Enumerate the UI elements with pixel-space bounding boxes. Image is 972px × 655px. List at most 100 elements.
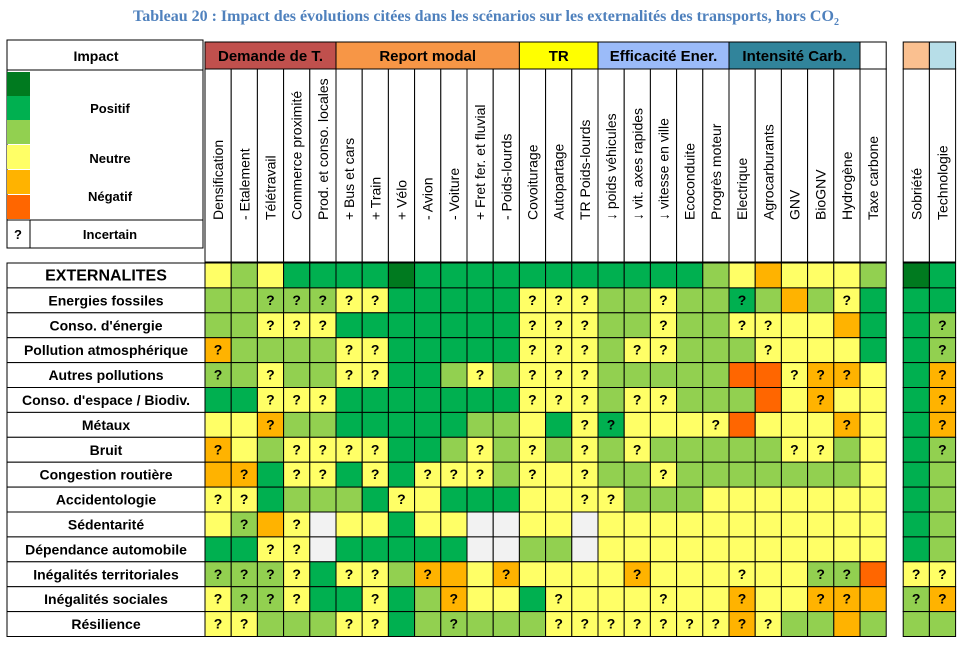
- uncertain-mark: ?: [528, 441, 537, 457]
- impact-cell: [518, 486, 547, 513]
- impact-cell: [902, 486, 930, 513]
- impact-cell: [492, 586, 520, 613]
- uncertain-mark: ?: [319, 292, 328, 308]
- row-label: Inégalités territoriales: [33, 566, 179, 582]
- impact-cell: [335, 411, 363, 438]
- impact-cell: [728, 536, 756, 563]
- group-header-label: Demande de T.: [218, 48, 323, 65]
- impact-cell: [387, 312, 416, 339]
- uncertain-mark: ?: [240, 566, 249, 582]
- uncertain-mark: ?: [266, 317, 275, 333]
- impact-cell: [859, 362, 887, 389]
- impact-cell: [204, 461, 232, 488]
- column-header-cell: [361, 68, 389, 263]
- impact-cell: [256, 486, 285, 513]
- uncertain-mark: ?: [266, 566, 275, 582]
- impact-cell: [492, 486, 520, 513]
- impact-cell: [545, 312, 573, 339]
- impact-cell: [702, 436, 730, 463]
- impact-cell: [780, 536, 809, 563]
- impact-cell: [728, 436, 756, 463]
- impact-cell: [440, 262, 468, 289]
- group-header-label: Efficacité Ener.: [610, 48, 718, 65]
- uncertain-mark: ?: [712, 416, 721, 432]
- impact-cell: [492, 262, 520, 289]
- group-header-band: [928, 41, 957, 70]
- uncertain-mark: ?: [790, 441, 799, 457]
- impact-cell: [335, 312, 363, 339]
- impact-cell: [466, 411, 494, 438]
- impact-cell: [230, 486, 258, 513]
- uncertain-mark: ?: [938, 367, 947, 383]
- impact-cell: [833, 486, 861, 513]
- impact-cell: [928, 387, 957, 413]
- impact-cell: [204, 337, 232, 364]
- uncertain-mark: ?: [240, 616, 249, 632]
- impact-cell: [780, 287, 809, 314]
- impact-cell: [754, 486, 782, 513]
- impact-cell: [387, 586, 416, 613]
- uncertain-mark: ?: [843, 566, 852, 582]
- impact-cell: [230, 287, 258, 314]
- row-label-cell: [6, 511, 206, 538]
- column-header-cell: [571, 68, 599, 263]
- uncertain-mark: ?: [476, 367, 485, 383]
- impact-cell: [597, 337, 625, 364]
- row-label-cell: [6, 411, 206, 438]
- uncertain-mark: ?: [266, 367, 275, 383]
- impact-cell: [807, 262, 835, 289]
- uncertain-mark: ?: [843, 416, 852, 432]
- uncertain-mark: ?: [738, 591, 747, 607]
- impact-cell: [859, 287, 887, 314]
- impact-cell: [440, 411, 468, 438]
- impact-cell: [466, 287, 494, 314]
- impact-cell: [387, 436, 416, 463]
- impact-cell: [571, 411, 599, 438]
- impact-cell: [754, 461, 782, 488]
- impact-cell: [623, 511, 651, 538]
- column-header-label: BioGNV: [813, 169, 829, 220]
- impact-cell: [387, 511, 416, 538]
- uncertain-mark: ?: [633, 616, 642, 632]
- impact-cell: [676, 411, 704, 438]
- impact-cell: [807, 536, 835, 563]
- row-label: Résilience: [71, 616, 140, 632]
- column-header-label: Technologie: [935, 145, 951, 220]
- impact-cell: [728, 362, 756, 389]
- row-label: Energies fossiles: [48, 292, 163, 308]
- impact-cell: [518, 586, 547, 613]
- impact-cell: [309, 362, 337, 389]
- impact-cell: [256, 287, 285, 314]
- uncertain-mark: ?: [554, 292, 563, 308]
- uncertain-mark: ?: [240, 516, 249, 532]
- impact-cell: [518, 337, 547, 364]
- uncertain-mark: ?: [659, 466, 668, 482]
- impact-cell: [859, 312, 887, 339]
- column-header-label: + Fret fer. et fluvial: [472, 104, 488, 220]
- impact-cell: [902, 287, 930, 314]
- impact-cell: [833, 511, 861, 538]
- impact-cell: [230, 461, 258, 488]
- uncertain-mark: ?: [292, 566, 301, 582]
- impact-cell: [780, 436, 809, 463]
- impact-cell: [309, 511, 337, 538]
- impact-cell: [859, 486, 887, 513]
- impact-cell: [597, 586, 625, 613]
- impact-cell: [702, 586, 730, 613]
- impact-cell: [492, 611, 520, 637]
- impact-cell: [283, 611, 311, 637]
- impact-cell: [230, 611, 258, 637]
- impact-cell: [728, 287, 756, 314]
- column-header-cell: [833, 68, 861, 263]
- impact-cell: [492, 511, 520, 538]
- impact-cell: [466, 586, 494, 613]
- impact-cell: [230, 561, 258, 588]
- impact-cell: [414, 511, 442, 538]
- impact-cell: [649, 387, 678, 413]
- impact-cell: [204, 511, 232, 538]
- impact-cell: [649, 511, 678, 538]
- uncertain-mark: ?: [345, 292, 354, 308]
- impact-cell: [649, 536, 678, 563]
- impact-cell: [623, 411, 651, 438]
- uncertain-mark: ?: [292, 392, 301, 408]
